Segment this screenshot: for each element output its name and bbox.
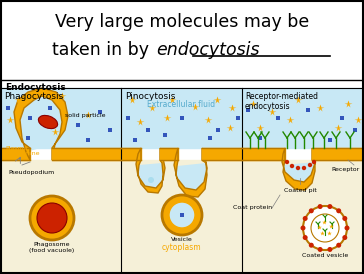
Text: Coated pit: Coated pit bbox=[284, 188, 316, 193]
Text: taken in by: taken in by bbox=[51, 41, 154, 59]
Circle shape bbox=[303, 206, 347, 250]
Circle shape bbox=[342, 235, 347, 240]
Bar bbox=[126, 116, 130, 120]
Bar bbox=[163, 133, 167, 137]
Circle shape bbox=[290, 164, 294, 168]
Circle shape bbox=[309, 208, 314, 213]
Bar bbox=[180, 116, 184, 120]
Polygon shape bbox=[14, 88, 68, 160]
Bar bbox=[133, 138, 137, 142]
Polygon shape bbox=[282, 148, 315, 190]
Polygon shape bbox=[174, 148, 207, 197]
Circle shape bbox=[311, 214, 339, 242]
Bar bbox=[236, 116, 240, 120]
Circle shape bbox=[303, 235, 308, 240]
Text: Endocytosis: Endocytosis bbox=[5, 83, 66, 92]
Text: Coated vesicle: Coated vesicle bbox=[302, 253, 348, 258]
Bar bbox=[121, 160, 242, 274]
Bar bbox=[202, 148, 242, 160]
Text: Receptor-mediated
endocytosis: Receptor-mediated endocytosis bbox=[245, 92, 318, 112]
Circle shape bbox=[309, 243, 314, 248]
Circle shape bbox=[312, 160, 316, 164]
Bar bbox=[242, 148, 285, 160]
Circle shape bbox=[30, 196, 74, 240]
Bar bbox=[353, 128, 357, 132]
Bar bbox=[28, 116, 32, 120]
Text: Very large molecules may be: Very large molecules may be bbox=[55, 13, 309, 31]
Text: solid particle: solid particle bbox=[65, 113, 106, 118]
Bar bbox=[276, 116, 280, 120]
Bar bbox=[258, 136, 262, 140]
Circle shape bbox=[303, 216, 308, 221]
Text: Receptor: Receptor bbox=[332, 167, 360, 173]
Circle shape bbox=[327, 247, 332, 252]
Circle shape bbox=[327, 204, 332, 209]
Circle shape bbox=[285, 160, 289, 164]
Circle shape bbox=[336, 208, 341, 213]
Polygon shape bbox=[176, 163, 207, 197]
Bar bbox=[242, 88, 364, 148]
Text: Coat protein: Coat protein bbox=[233, 206, 272, 210]
Bar bbox=[76, 123, 80, 127]
Polygon shape bbox=[20, 96, 62, 152]
Bar bbox=[242, 160, 364, 274]
Bar bbox=[26, 136, 30, 140]
Bar bbox=[86, 138, 90, 142]
Text: Vesicle: Vesicle bbox=[171, 237, 193, 242]
Circle shape bbox=[318, 204, 323, 209]
Bar bbox=[108, 128, 112, 132]
Bar bbox=[306, 108, 310, 112]
Text: Extracellular fluid: Extracellular fluid bbox=[147, 100, 215, 109]
Bar bbox=[2, 148, 30, 160]
Circle shape bbox=[301, 226, 305, 230]
Bar bbox=[146, 128, 150, 132]
Text: Phagosome
(food vacuole): Phagosome (food vacuole) bbox=[29, 242, 75, 253]
Circle shape bbox=[296, 166, 300, 170]
Circle shape bbox=[342, 216, 347, 221]
Bar bbox=[216, 128, 220, 132]
Circle shape bbox=[318, 247, 323, 252]
Bar bbox=[312, 148, 364, 160]
Bar bbox=[208, 136, 212, 140]
Circle shape bbox=[169, 202, 195, 228]
Bar bbox=[160, 148, 178, 160]
Polygon shape bbox=[136, 148, 165, 193]
Text: Pseudopodium: Pseudopodium bbox=[8, 170, 54, 175]
Bar bbox=[340, 116, 344, 120]
Bar bbox=[6, 106, 10, 110]
Circle shape bbox=[344, 226, 349, 230]
Text: Pinocytosis: Pinocytosis bbox=[125, 92, 175, 101]
Circle shape bbox=[162, 195, 202, 235]
Text: cytoplasm: cytoplasm bbox=[162, 244, 201, 253]
Circle shape bbox=[336, 243, 341, 248]
Bar bbox=[180, 213, 184, 217]
Bar bbox=[121, 88, 242, 148]
Circle shape bbox=[302, 166, 306, 170]
Bar bbox=[48, 106, 52, 110]
Bar bbox=[328, 138, 332, 142]
Circle shape bbox=[148, 177, 154, 183]
Ellipse shape bbox=[38, 115, 58, 129]
Bar bbox=[121, 148, 141, 160]
Text: Phagocytosis: Phagocytosis bbox=[4, 92, 63, 101]
Circle shape bbox=[37, 203, 67, 233]
Bar bbox=[0, 88, 121, 148]
Text: endocytosis: endocytosis bbox=[156, 41, 260, 59]
Polygon shape bbox=[283, 162, 315, 190]
Bar bbox=[246, 108, 250, 112]
Text: Plasma
membrane: Plasma membrane bbox=[5, 145, 40, 156]
Bar bbox=[98, 110, 102, 114]
Circle shape bbox=[308, 163, 312, 167]
Polygon shape bbox=[138, 163, 163, 193]
Bar bbox=[0, 160, 121, 274]
Bar bbox=[52, 148, 121, 160]
